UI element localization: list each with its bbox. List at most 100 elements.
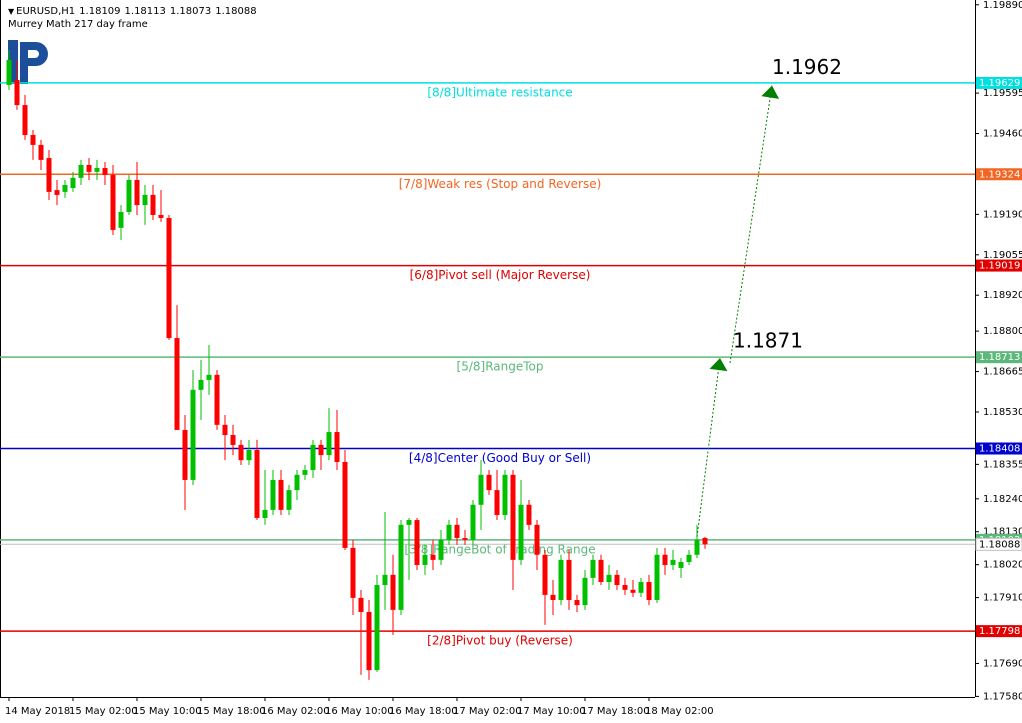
candle-body (206, 374, 212, 380)
candle-body (622, 585, 628, 590)
candle-body (510, 474, 516, 560)
candle-body (382, 574, 388, 586)
candle-body (182, 429, 188, 480)
candle-body (246, 449, 252, 461)
level-tag-label: 1.18408 (979, 443, 1020, 454)
last-high: 1.18113 (124, 6, 166, 17)
candle-body (110, 174, 116, 230)
candle-body (390, 574, 396, 610)
candle-body (470, 504, 476, 540)
candle-body (446, 524, 452, 540)
candle-body (294, 474, 300, 491)
level-label: [8/8]Ultimate resistance (427, 85, 572, 99)
candle-body (606, 574, 612, 583)
candle-body (350, 547, 356, 598)
y-tick-label: 1.18240 (983, 494, 1022, 505)
candle-body (46, 158, 52, 192)
candle-body (286, 490, 292, 510)
candle-body (422, 554, 428, 565)
candle-body (550, 594, 556, 600)
candle-body (566, 559, 572, 600)
candle-body (670, 559, 676, 565)
level-tag-label: 1.19324 (979, 169, 1020, 180)
candle-body (262, 509, 268, 518)
candle-body (134, 179, 140, 206)
x-tick-label: 17 May 02:00 (453, 706, 522, 717)
candle-body (62, 185, 68, 192)
last-low: 1.18073 (169, 6, 212, 17)
x-tick-label: 16 May 18:00 (389, 706, 458, 717)
x-tick-label: 16 May 02:00 (261, 706, 330, 717)
candle-body (238, 444, 244, 461)
candle-body (142, 194, 148, 206)
candle-body (478, 474, 484, 505)
candle-body (414, 520, 420, 565)
candle-body (366, 611, 372, 671)
candle-body (462, 538, 468, 540)
y-tick-label: 1.18665 (983, 367, 1022, 378)
candle-body (638, 582, 644, 593)
candle-body (118, 211, 124, 228)
level-label: [7/8]Weak res (Stop and Reverse) (399, 177, 602, 191)
y-tick-label: 1.18920 (983, 290, 1022, 301)
x-tick-label: 17 May 18:00 (581, 706, 650, 717)
y-tick-label: 1.19595 (983, 88, 1022, 99)
candle-body (38, 144, 44, 160)
y-tick-label: 1.19460 (983, 129, 1022, 140)
y-tick-label: 1.18800 (983, 326, 1022, 337)
candle-body (158, 214, 164, 218)
target-path (729, 85, 773, 364)
x-tick-label: 15 May 02:00 (69, 706, 138, 717)
x-tick-label: 16 May 10:00 (325, 706, 394, 717)
target-label: 1.1871 (733, 329, 803, 353)
y-tick-label: 1.18130 (983, 527, 1022, 538)
x-tick-label: 15 May 18:00 (197, 706, 266, 717)
candle-body (318, 444, 324, 456)
level-label: [6/8]Pivot sell (Major Reverse) (410, 268, 591, 282)
candle-body (430, 554, 436, 560)
x-tick-label: 17 May 10:00 (517, 706, 586, 717)
candle-body (406, 520, 412, 525)
candle-body (438, 539, 444, 560)
candle-body (590, 559, 596, 578)
candle-body (678, 561, 684, 568)
logo-bar (8, 40, 18, 84)
level-label: [2/8]Pivot buy (Reverse) (427, 634, 573, 648)
y-tick-label: 1.17690 (983, 658, 1022, 669)
candle-body (174, 338, 180, 430)
candle-body (358, 597, 364, 612)
candle-body (310, 444, 316, 471)
level-label: [5/8]RangeTop (457, 360, 544, 374)
level-label: [4/8]Center (Good Buy or Sell) (409, 451, 591, 465)
subtitle: Murrey Math 217 day frame (8, 19, 148, 30)
candle-body (334, 432, 340, 462)
y-tick-label: 1.17910 (983, 593, 1022, 604)
y-tick-label: 1.18020 (983, 560, 1022, 571)
y-tick-label: 1.18355 (983, 459, 1022, 470)
candle-body (686, 554, 692, 562)
candle-body (654, 554, 660, 600)
level-tag-label: 1.17798 (979, 626, 1020, 637)
y-tick-label: 1.19055 (983, 250, 1022, 261)
current-price-tag (975, 537, 1022, 551)
x-tick-label: 14 May 2018 (5, 706, 70, 717)
candle-body (254, 449, 260, 518)
candle-body (454, 524, 460, 539)
candle-body (70, 177, 76, 189)
candle-body (342, 461, 348, 548)
candle-body (30, 135, 36, 145)
last-open: 1.18109 (79, 6, 121, 17)
x-tick-label: 15 May 10:00 (133, 706, 202, 717)
level-label: [3/8]RangeBot of trading Range (404, 542, 595, 556)
candle-body (126, 179, 132, 212)
candle-body (526, 504, 532, 525)
candle-body (486, 474, 492, 491)
target-arrow (761, 85, 780, 99)
candle-body (230, 435, 236, 445)
y-tick-label: 1.19190 (983, 209, 1022, 220)
target-label: 1.1962 (772, 55, 842, 79)
candle-body (302, 470, 308, 475)
level-tag (976, 259, 1022, 272)
